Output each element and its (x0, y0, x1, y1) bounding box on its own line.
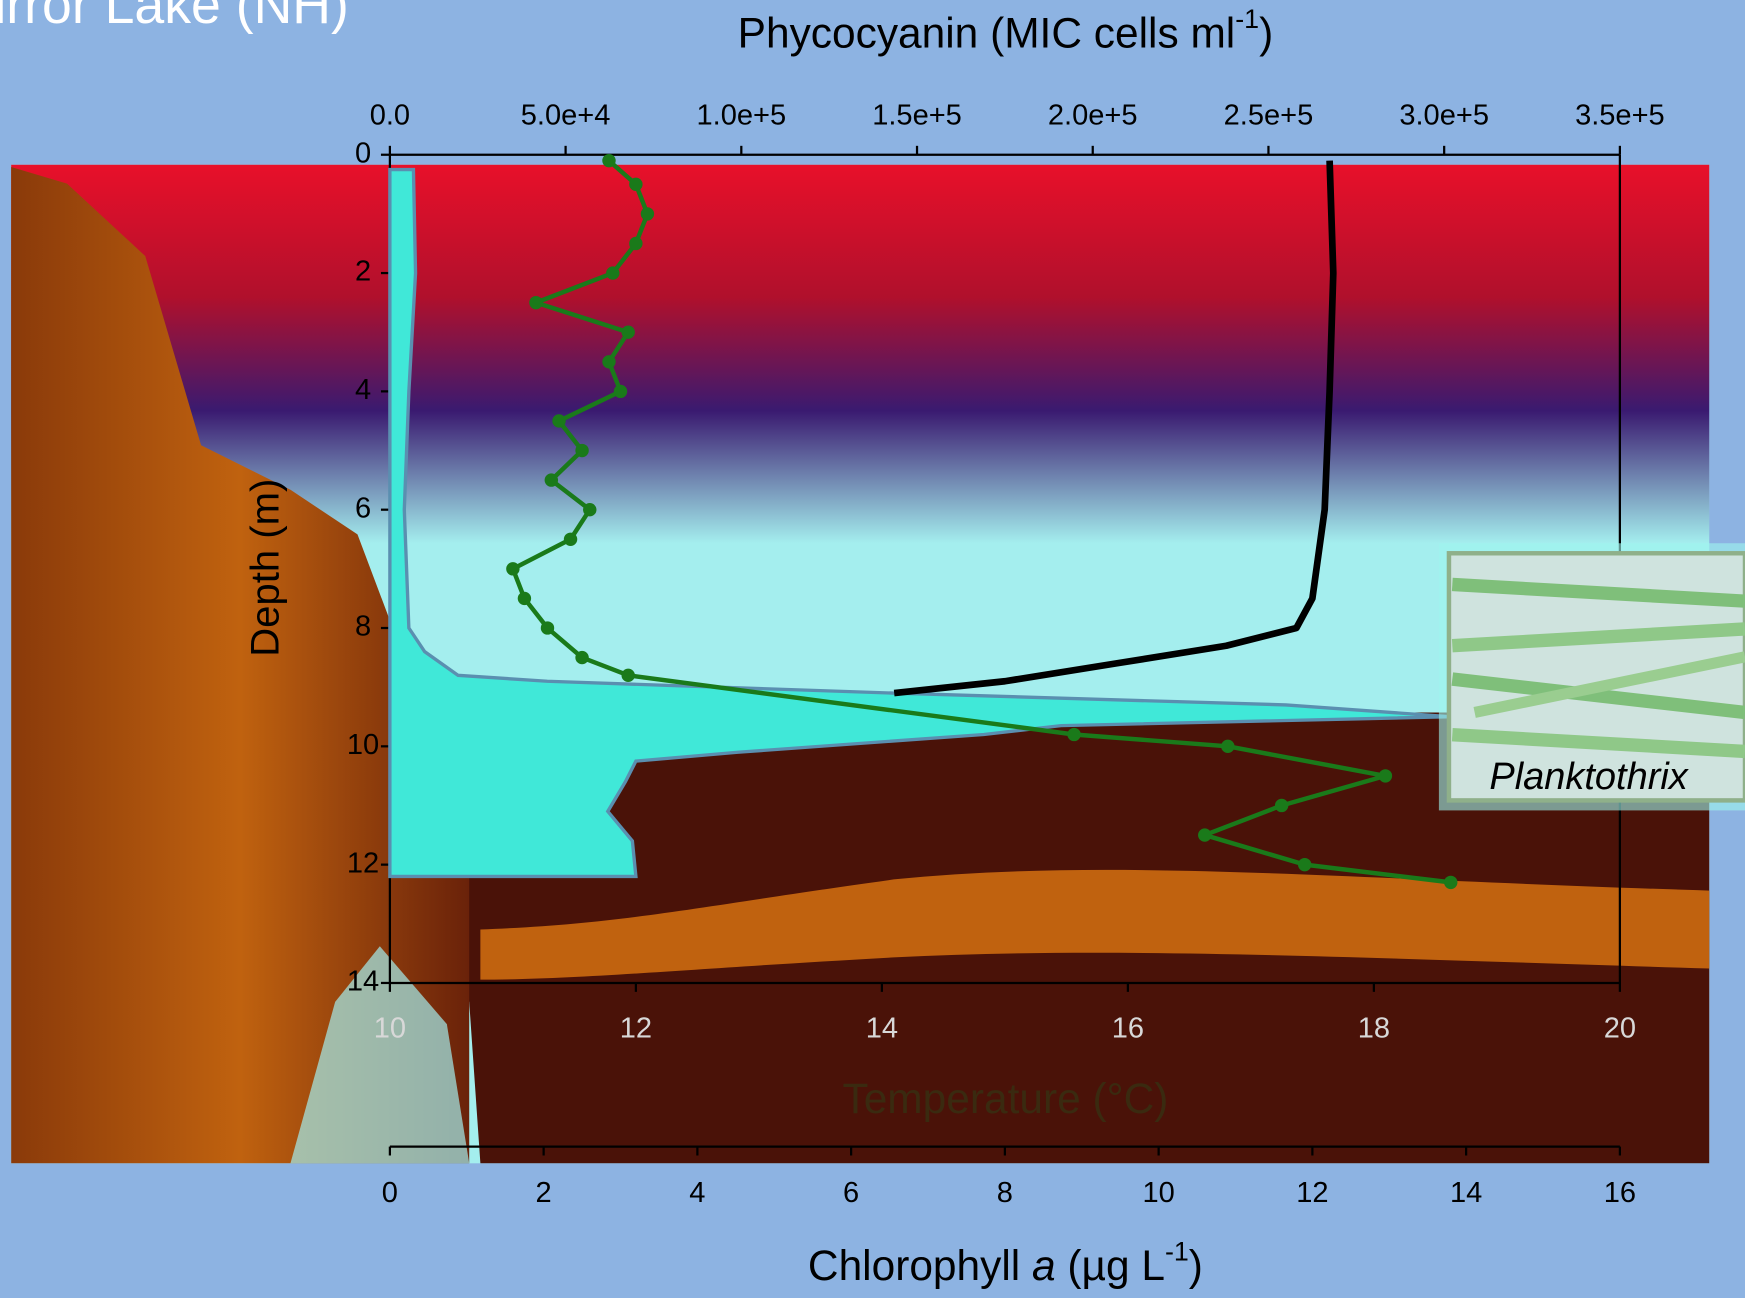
profile-marker (518, 592, 531, 605)
temperature-axis-title: Temperature (°C) (842, 1075, 1168, 1122)
x-tick-label: 12 (620, 1012, 652, 1044)
chart-title: Mirror Lake (NH) (0, 0, 349, 35)
axis-title-part: Temperature (°C) (842, 1075, 1168, 1122)
x-tick-label: 1.0e+5 (697, 100, 787, 132)
profile-marker (602, 355, 615, 368)
y-tick-label: 14 (347, 966, 379, 998)
profile-marker (1298, 858, 1311, 871)
y-axis-title: Depth (m) (243, 479, 288, 657)
profile-marker (629, 178, 642, 191)
profile-marker (564, 533, 577, 546)
y-tick-label: 10 (347, 729, 379, 761)
x-tick-label: 10 (1142, 1177, 1174, 1209)
x-tick-label: 14 (1450, 1177, 1482, 1209)
axis-title-part: a (1032, 1242, 1056, 1289)
axis-title-part: Chlorophyll (808, 1242, 1032, 1289)
profile-marker (545, 473, 558, 486)
profile-marker (641, 207, 654, 220)
profile-marker (614, 385, 627, 398)
x-tick-label: 16 (1604, 1177, 1636, 1209)
profile-marker (621, 326, 634, 339)
x-tick-label: 2 (536, 1177, 552, 1209)
profile-marker (1221, 740, 1234, 753)
axis-title-sup: -1 (1235, 4, 1259, 34)
axis-title-part: (µg L (1056, 1242, 1165, 1289)
axis-title-sup: -1 (1165, 1237, 1189, 1267)
x-tick-label: 18 (1358, 1012, 1390, 1044)
profile-marker (1275, 799, 1288, 812)
profile-marker (602, 154, 615, 167)
profile-marker (606, 266, 619, 279)
profile-marker (1067, 728, 1080, 741)
x-tick-label: 8 (997, 1177, 1013, 1209)
y-tick-label: 12 (347, 847, 379, 879)
chlorophyll-axis-title: Chlorophyll a (µg L-1) (808, 1237, 1203, 1290)
x-tick-label: 3.0e+5 (1399, 100, 1489, 132)
y-tick-label: 8 (355, 611, 371, 643)
inset: Planktothrix (1444, 549, 1745, 805)
profile-marker (541, 621, 554, 634)
y-tick-label: 6 (355, 492, 371, 524)
x-tick-label: 3.5e+5 (1575, 100, 1665, 132)
y-tick-label: 0 (355, 137, 371, 169)
x-tick-label: 16 (1112, 1012, 1144, 1044)
phycocyanin-axis-title: Phycocyanin (MIC cells ml-1) (738, 4, 1274, 57)
x-tick-label: 14 (866, 1012, 898, 1044)
x-tick-label: 2.0e+5 (1048, 100, 1138, 132)
axis-title-part: Phycocyanin (MIC cells ml (738, 10, 1236, 57)
profile-marker (552, 414, 565, 427)
axis-title-part: ) (1189, 1242, 1203, 1289)
x-tick-label: 4 (689, 1177, 705, 1209)
x-tick-label: 1.5e+5 (872, 100, 962, 132)
x-tick-label: 0.0 (370, 100, 410, 132)
axis-title-part: ) (1259, 10, 1273, 57)
profile-marker (621, 669, 634, 682)
x-tick-label: 2.5e+5 (1224, 100, 1314, 132)
x-tick-label: 10 (374, 1012, 406, 1044)
profile-marker (1379, 769, 1392, 782)
profile-marker (529, 296, 542, 309)
x-tick-label: 12 (1296, 1177, 1328, 1209)
profile-marker (575, 651, 588, 664)
x-tick-label: 6 (843, 1177, 859, 1209)
profile-marker (629, 237, 642, 250)
x-tick-label: 20 (1604, 1012, 1636, 1044)
profile-marker (1198, 828, 1211, 841)
x-tick-label: 0 (382, 1177, 398, 1209)
y-tick-label: 4 (355, 374, 371, 406)
chart: Mirror Lake (NH) Phycocyanin (MIC cells … (0, 0, 1745, 1298)
profile-marker (506, 562, 519, 575)
y-tick-label: 2 (355, 256, 371, 288)
profile-marker (583, 503, 596, 516)
inset-label: Planktothrix (1489, 756, 1689, 798)
x-tick-label: 5.0e+4 (521, 100, 611, 132)
profile-marker (1444, 876, 1457, 889)
profile-marker (575, 444, 588, 457)
page: Mirror Lake (NH) Phycocyanin (MIC cells … (0, 0, 1745, 1298)
